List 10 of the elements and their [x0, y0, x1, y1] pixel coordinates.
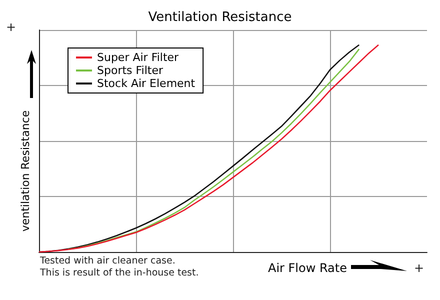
text: Tested with air cleaner case. — [39, 256, 176, 266]
chart-title: Ventilation Resistance — [148, 10, 292, 25]
y-axis-title: ventilation Resistance — [19, 110, 32, 232]
text: + — [6, 20, 16, 34]
x-axis-title: Air Flow Rate — [268, 261, 347, 275]
text: + — [414, 261, 424, 275]
legend-label: Sports Filter — [97, 64, 164, 77]
legend-label: Stock Air Element — [97, 77, 196, 90]
legend-label: Super Air Filter — [97, 51, 180, 64]
text: This is result of the in-house test. — [39, 268, 199, 278]
